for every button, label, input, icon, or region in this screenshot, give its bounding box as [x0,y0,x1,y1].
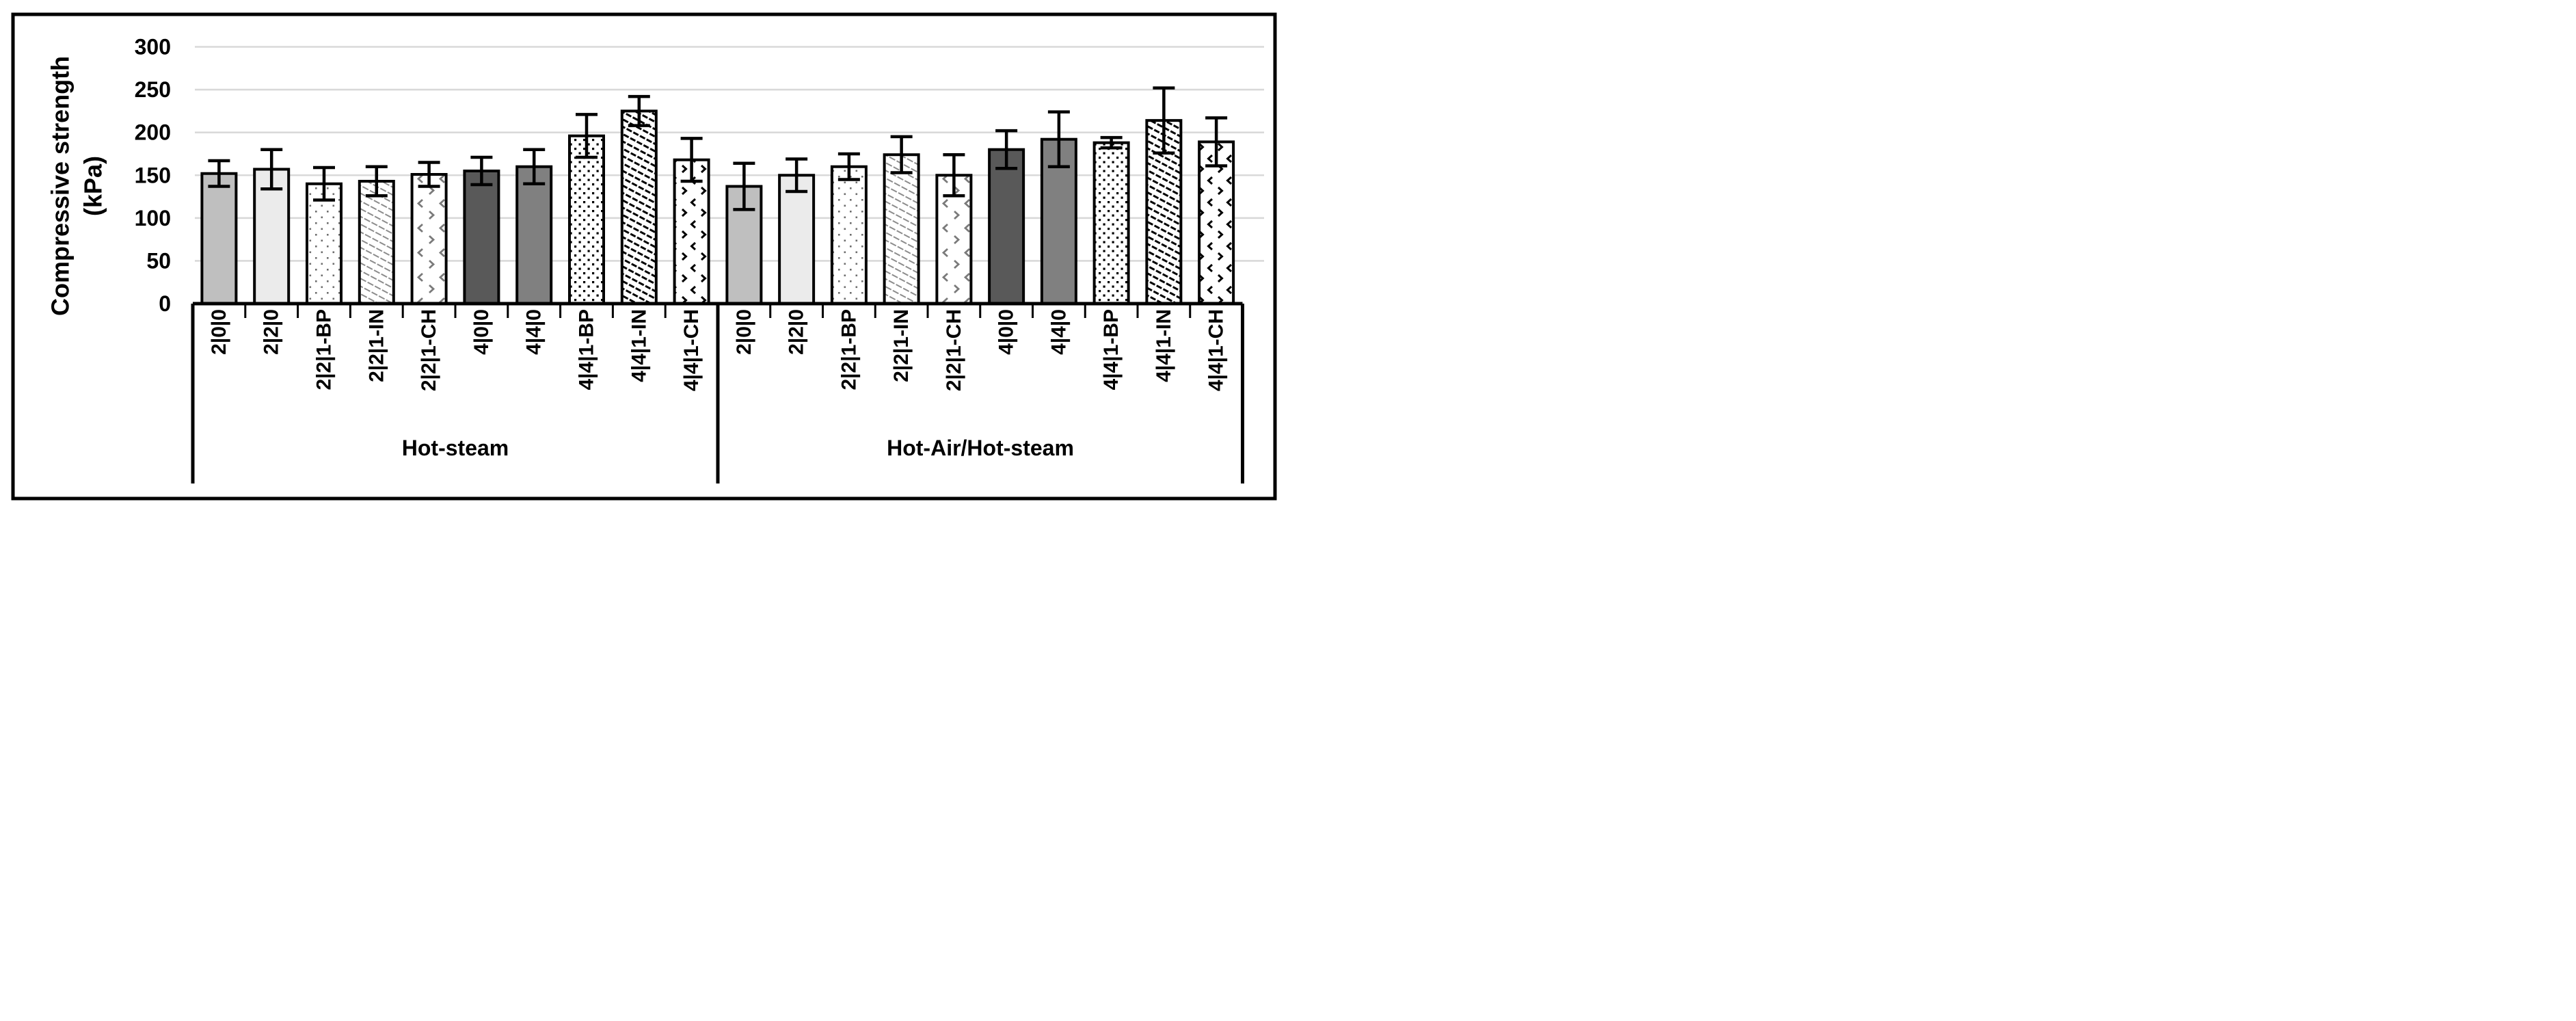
x-tick-label: 4|4|1-CH [1205,309,1228,391]
bar-pattern [1199,142,1234,304]
y-axis-title-line1: Compressive strength [46,56,75,316]
x-tick-label: 2|2|1-BP [313,309,336,390]
x-tick-label: 4|4|1-IN [1153,309,1175,382]
x-tick-label: 4|4|0 [523,309,546,355]
bar [464,170,499,304]
group-label-hot-steam: Hot-steam [402,436,509,460]
x-tick-label: 2|2|1-CH [418,309,440,391]
y-tick-label: 150 [135,163,171,187]
bar-pattern [569,135,604,304]
bars-layer [200,86,1235,305]
bar-pattern [884,155,919,304]
bar-pattern [307,183,341,304]
x-tick-label: 2|0|0 [733,309,755,355]
x-tick-label: 2|2|1-IN [890,309,913,382]
x-tick-label: 2|0|0 [208,309,230,355]
y-tick-label: 50 [146,248,171,273]
bar-pattern [1094,142,1129,304]
x-tick-label: 4|4|1-BP [1100,309,1123,390]
x-tick-label: 4|4|0 [1047,309,1070,355]
x-tick-label: 2|2|1-BP [837,309,860,390]
x-tick-label: 2|2|0 [786,309,808,355]
y-tick-label: 100 [135,206,171,230]
bar-pattern [359,181,394,304]
bar-chart: 0 50 100 150 200 250 300 2|0|0 2|2|0 2|2|1-BP 2|2|… [11,12,1277,501]
x-tick-label: 4|4|1-CH [680,309,703,391]
y-tick-label: 250 [135,77,171,102]
x-tick-label: 2|2|0 [260,309,283,355]
bar-pattern [621,111,656,304]
figure: 0 50 100 150 200 250 300 2|0|0 2|2|0 2|2|1-BP 2|2|… [0,0,1288,510]
bar [517,166,552,304]
y-axis-title-line2: (kPa) [79,156,107,216]
bar-pattern [831,166,866,304]
figure-border [11,12,1277,501]
y-tick-label: 0 [159,291,171,316]
bar [989,149,1024,304]
bar [779,175,814,304]
x-tick-label: 4|4|1-IN [628,309,650,382]
bar [202,173,237,304]
labels-layer: 0 50 100 150 200 250 300 2|0|0 2|2|0 2|2|1-BP 2|2|… [135,35,1228,392]
bar-pattern [412,174,446,304]
bar-pattern [674,159,709,304]
axis-layer [191,302,1244,483]
x-tick-label: 4|0|0 [995,309,1018,355]
x-tick-label: 4|4|1-BP [576,309,598,390]
bar [254,169,289,304]
x-tick-label: 2|2|1-IN [365,309,388,382]
y-tick-label: 200 [135,120,171,145]
y-tick-label: 300 [135,35,171,59]
group-label-hot-air-hot-steam: Hot-Air/Hot-steam [887,436,1074,460]
x-tick-label: 2|2|1-CH [943,309,965,391]
x-tick-label: 4|0|0 [470,309,493,355]
